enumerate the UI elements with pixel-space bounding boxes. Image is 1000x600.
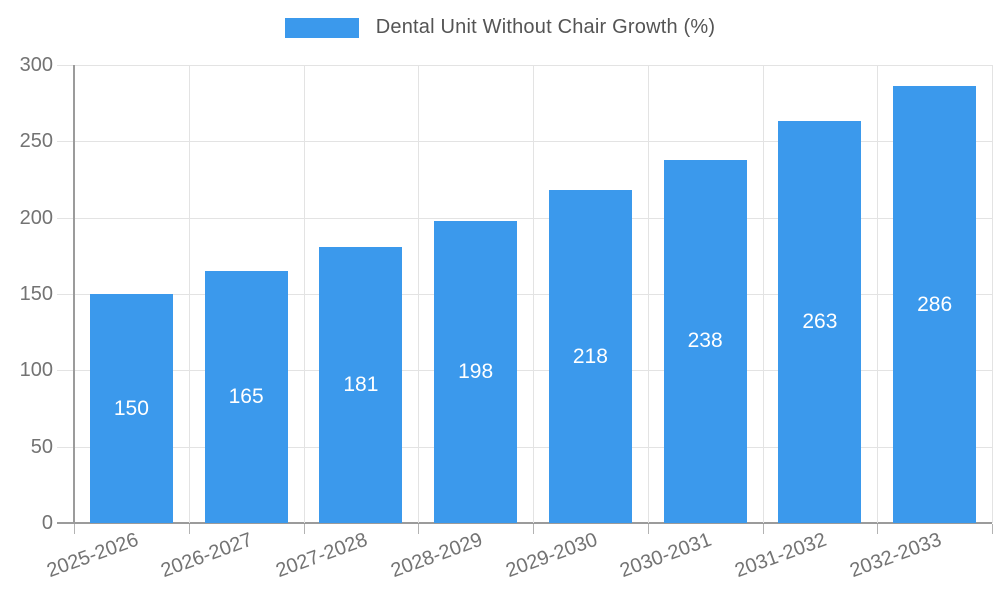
legend-label: Dental Unit Without Chair Growth (%)	[375, 16, 716, 38]
bar-2025-2026[interactable]	[89, 294, 173, 523]
gridline-vertical	[188, 65, 190, 523]
bar-2032-2033[interactable]	[893, 86, 977, 523]
gridline-vertical	[762, 65, 764, 523]
x-axis-tick-label: 2028-2029	[387, 528, 486, 583]
gridline-vertical	[647, 65, 649, 523]
bar-2030-2031[interactable]	[663, 159, 747, 523]
x-axis-tick-mark	[418, 524, 420, 534]
y-axis-line	[73, 65, 75, 524]
y-axis-tick-label: 50	[30, 435, 53, 458]
x-axis-tick-label: 2031-2032	[732, 528, 830, 583]
bar-2027-2028[interactable]	[319, 246, 403, 523]
x-axis-tick-label: 2030-2031	[617, 528, 715, 583]
x-axis-tick-mark	[188, 524, 190, 534]
bar-2028-2029[interactable]	[434, 220, 518, 523]
bar-2029-2030[interactable]	[548, 190, 632, 523]
y-axis-tick-label: 200	[19, 206, 53, 229]
y-axis-tick-label: 100	[19, 359, 53, 382]
x-axis-tick-label: 2025-2026	[43, 528, 142, 583]
x-axis-tick-mark	[877, 524, 879, 534]
x-axis-tick-label: 2032-2033	[846, 528, 945, 583]
gridline-horizontal	[57, 294, 992, 295]
gridline-horizontal	[57, 370, 992, 372]
x-axis-tick-mark	[533, 524, 534, 534]
bar-2031-2032[interactable]	[778, 121, 862, 523]
x-axis-tick-mark	[762, 524, 764, 534]
x-axis-line	[57, 522, 992, 524]
x-axis-tick-mark	[992, 524, 993, 534]
x-axis-tick-mark	[74, 524, 75, 534]
gridline-horizontal	[57, 217, 992, 219]
gridline-vertical	[877, 65, 879, 523]
chart-legend-item[interactable]: Dental Unit Without Chair Growth (%)	[0, 16, 1000, 39]
y-axis-tick-label: 150	[19, 283, 53, 305]
gridline-horizontal	[57, 446, 992, 448]
gridline-horizontal	[57, 141, 992, 143]
legend-swatch-icon	[284, 17, 359, 38]
gridline-vertical	[992, 65, 993, 523]
x-axis-tick-label: 2029-2030	[502, 528, 601, 583]
y-axis-tick-label: 300	[19, 54, 53, 76]
x-axis-tick-mark	[303, 524, 305, 534]
y-axis-tick-label: 250	[19, 130, 53, 153]
gridline-horizontal	[57, 65, 992, 66]
x-axis-tick-label: 2026-2027	[158, 528, 256, 583]
gridline-vertical	[533, 65, 534, 523]
gridline-vertical	[303, 65, 305, 523]
x-axis-tick-mark	[647, 524, 649, 534]
y-axis-tick-label: 0	[41, 512, 53, 534]
gridline-vertical	[418, 65, 420, 523]
bar-2026-2027[interactable]	[204, 271, 288, 523]
x-axis-tick-label: 2027-2028	[273, 528, 371, 583]
